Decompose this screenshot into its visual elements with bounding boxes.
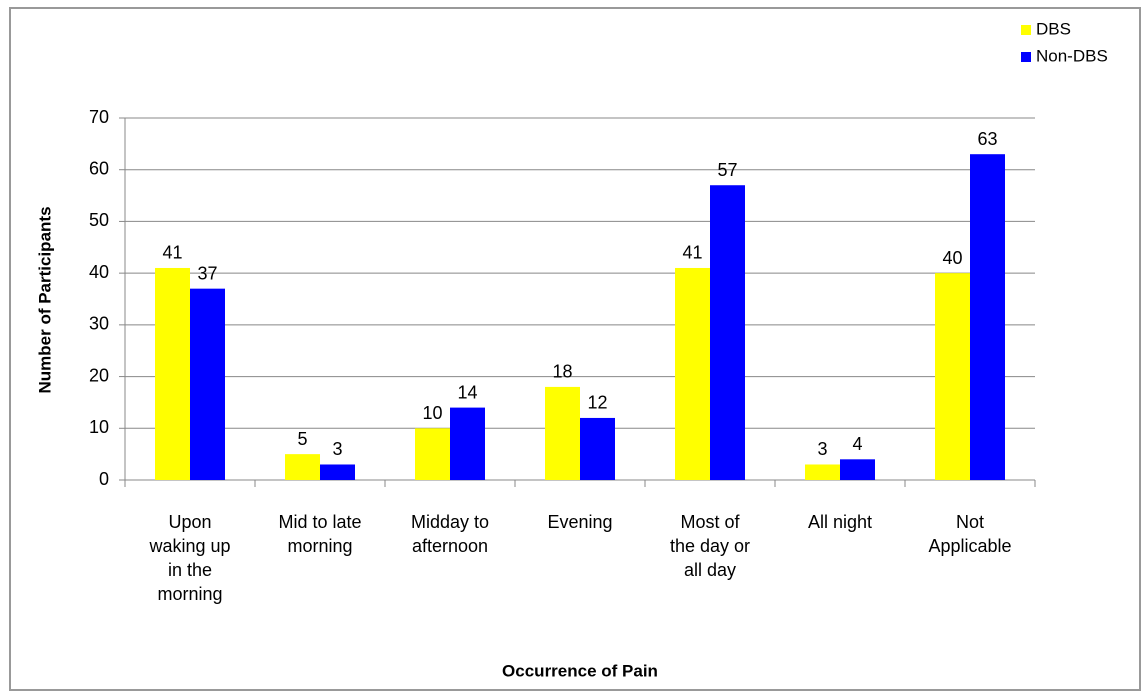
data-label: 41 [162, 243, 182, 263]
x-tick-label: Evening [547, 512, 613, 532]
data-label: 57 [717, 160, 737, 180]
x-tick-label: Not Applicable [928, 512, 1012, 556]
y-tick-label: 10 [89, 417, 109, 437]
bar [285, 454, 320, 480]
data-label: 41 [682, 243, 702, 263]
bar [805, 464, 840, 480]
bar [840, 459, 875, 480]
x-tick-label: All night [807, 512, 873, 532]
bar [580, 417, 615, 480]
data-label: 40 [942, 248, 962, 268]
bar [710, 185, 745, 480]
bar [320, 464, 355, 480]
bar [415, 428, 450, 480]
data-label: 14 [457, 382, 477, 402]
data-label: 4 [852, 434, 862, 454]
y-tick-label: 40 [89, 262, 109, 282]
bar [190, 288, 225, 480]
x-tick-label: Most of the day or all day [669, 512, 751, 580]
y-axis-title: Number of Participants [35, 206, 54, 393]
data-label: 10 [422, 403, 442, 423]
bar [970, 154, 1005, 480]
data-label: 63 [977, 129, 997, 149]
data-label: 37 [197, 263, 217, 283]
data-label: 18 [552, 362, 572, 382]
y-tick-label: 50 [89, 210, 109, 230]
x-tick-label: Midday to afternoon [410, 512, 490, 556]
legend-swatch [1021, 52, 1031, 62]
x-axis-title: Occurrence of Pain [502, 661, 658, 680]
y-tick-label: 0 [99, 469, 109, 489]
data-label: 12 [587, 393, 607, 413]
y-tick-label: 30 [89, 314, 109, 334]
bar [935, 273, 970, 480]
data-label: 3 [817, 439, 827, 459]
legend-label: Non-DBS [1036, 46, 1108, 65]
x-tick-label: Upon waking up in the morning [149, 512, 231, 604]
bar [545, 386, 580, 480]
data-label: 3 [332, 439, 342, 459]
bar [450, 407, 485, 480]
bar [155, 267, 190, 480]
y-tick-label: 60 [89, 158, 109, 178]
bar [675, 267, 710, 480]
legend-label: DBS [1036, 19, 1071, 38]
y-tick-label: 20 [89, 365, 109, 385]
legend-swatch [1021, 25, 1031, 35]
data-label: 5 [297, 429, 307, 449]
y-tick-label: 70 [89, 107, 109, 127]
x-tick-label: Mid to late morning [278, 512, 362, 556]
